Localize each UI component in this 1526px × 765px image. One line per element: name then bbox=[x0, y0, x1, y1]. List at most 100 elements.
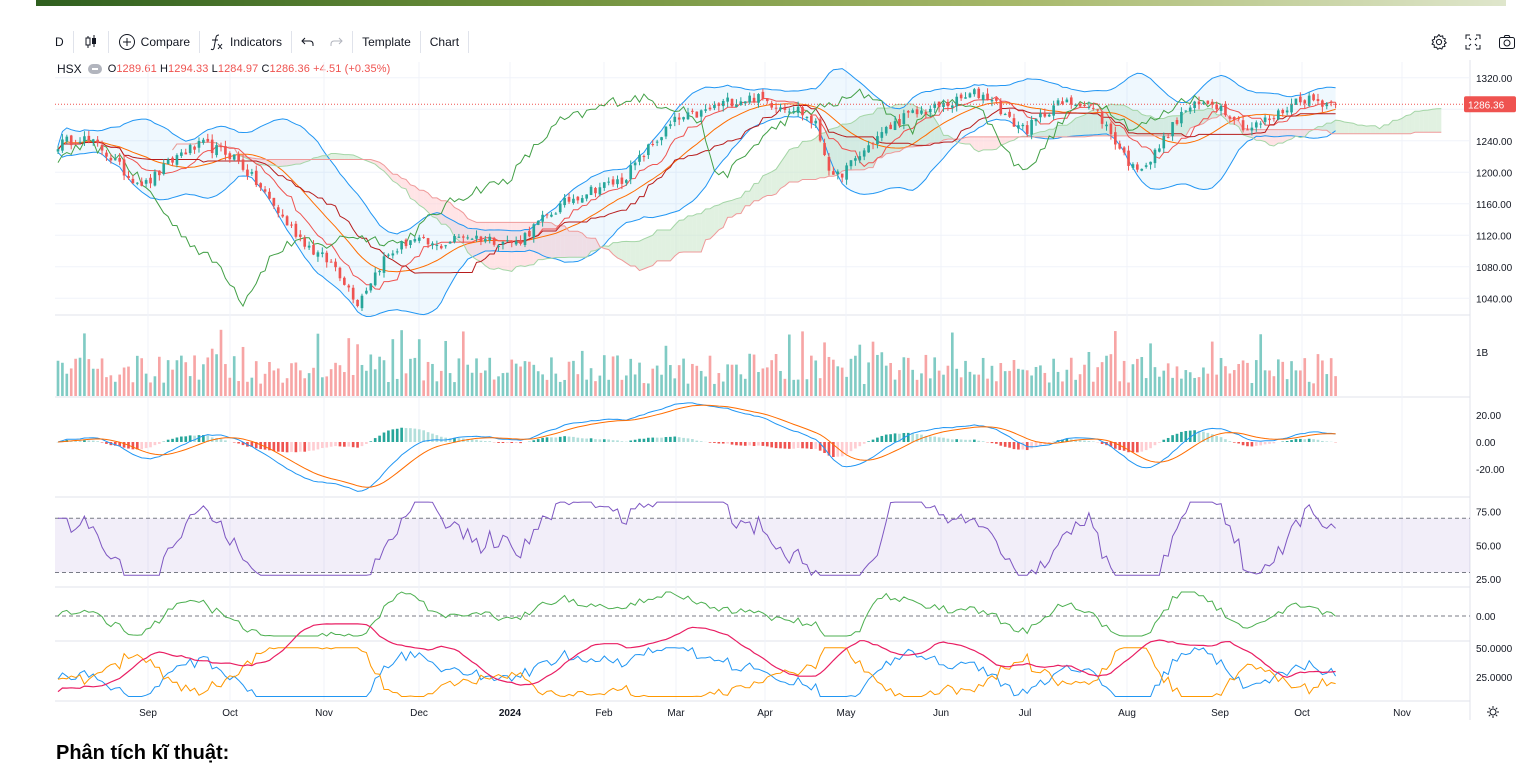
volume-bar bbox=[1066, 370, 1069, 396]
candle-body bbox=[1207, 101, 1210, 104]
ichimoku-cloud bbox=[772, 169, 776, 195]
volume-bar bbox=[383, 360, 386, 396]
volume-bar bbox=[167, 360, 170, 396]
volume-bar bbox=[603, 355, 606, 396]
candle-body bbox=[255, 171, 258, 185]
candle-body bbox=[400, 241, 403, 249]
price-tick-label: 1320.00 bbox=[1476, 74, 1513, 85]
macd-histogram-bar bbox=[220, 439, 223, 442]
candle-body bbox=[541, 215, 544, 222]
candle-body bbox=[1158, 148, 1161, 151]
macd-histogram-bar bbox=[638, 439, 641, 442]
macd-histogram-bar bbox=[894, 433, 897, 442]
candle-body bbox=[960, 95, 963, 99]
volume-bar bbox=[942, 375, 945, 396]
macd-histogram-bar bbox=[140, 442, 143, 449]
macd-histogram-bar bbox=[841, 442, 844, 456]
volume-bar bbox=[532, 365, 535, 396]
volume-bar bbox=[211, 349, 214, 396]
candle-body bbox=[973, 89, 976, 94]
ichimoku-cloud bbox=[728, 200, 732, 217]
macd-histogram-bar bbox=[308, 442, 311, 451]
volume-bar bbox=[810, 356, 813, 396]
rsi-tick-label: 75.00 bbox=[1476, 508, 1501, 519]
volume-bar bbox=[444, 341, 447, 396]
volume-bar bbox=[1281, 362, 1284, 396]
macd-histogram-bar bbox=[695, 441, 698, 442]
ichimoku-cloud bbox=[1433, 109, 1437, 133]
candle-body bbox=[281, 215, 284, 217]
volume-bar bbox=[369, 354, 372, 396]
candle-body bbox=[449, 242, 452, 244]
macd-histogram-bar bbox=[79, 441, 82, 442]
volume-bar bbox=[277, 368, 280, 396]
volume-bar bbox=[1048, 382, 1051, 396]
volume-bar bbox=[237, 381, 240, 396]
volume-bar bbox=[334, 363, 337, 396]
price-tick-label: 1160.00 bbox=[1476, 200, 1512, 211]
macd-histogram-bar bbox=[947, 439, 950, 442]
volume-bar bbox=[903, 357, 906, 396]
volume-bar bbox=[246, 382, 249, 396]
candle-body bbox=[458, 237, 461, 238]
candle-body bbox=[110, 158, 113, 161]
volume-bar bbox=[836, 366, 839, 396]
macd-histogram-bar bbox=[929, 436, 932, 442]
macd-histogram-bar bbox=[361, 442, 364, 446]
macd-histogram-bar bbox=[356, 442, 359, 448]
candle-body bbox=[418, 238, 421, 241]
macd-histogram-bar bbox=[687, 438, 690, 442]
volume-bar bbox=[1101, 362, 1104, 396]
volume-bar bbox=[1105, 356, 1108, 396]
macd-histogram-bar bbox=[995, 442, 998, 444]
volume-bar bbox=[766, 367, 769, 396]
time-axis-label: Nov bbox=[1393, 708, 1411, 719]
volume-bar bbox=[1026, 370, 1029, 396]
ichimoku-cloud bbox=[1340, 121, 1344, 134]
volume-bar bbox=[524, 361, 527, 396]
volume-bar bbox=[308, 373, 311, 396]
macd-histogram-bar bbox=[277, 442, 280, 452]
volume-bar bbox=[79, 358, 82, 396]
candle-body bbox=[409, 240, 412, 245]
candle-body bbox=[154, 172, 157, 186]
candle-body bbox=[383, 256, 386, 273]
dmi-tick-label: 25.0000 bbox=[1476, 673, 1513, 684]
volume-bar bbox=[1224, 366, 1227, 396]
volume-bar bbox=[96, 369, 99, 396]
volume-bar bbox=[1110, 354, 1113, 396]
volume-bar bbox=[568, 362, 571, 396]
candle-body bbox=[581, 198, 584, 202]
macd-histogram-bar bbox=[295, 442, 298, 452]
volume-bar bbox=[748, 354, 751, 396]
candle-body bbox=[198, 141, 201, 148]
candle-body bbox=[1096, 109, 1099, 110]
candle-body bbox=[515, 241, 518, 244]
axis-settings-icon[interactable] bbox=[1487, 706, 1499, 718]
chart-canvas[interactable]: 1286.361320.001240.001200.001160.001120.… bbox=[0, 0, 1526, 740]
section-heading: Phân tích kĩ thuật: bbox=[56, 742, 229, 765]
candle-body bbox=[343, 278, 346, 285]
candle-body bbox=[1295, 99, 1298, 105]
candle-body bbox=[647, 144, 650, 155]
volume-bar bbox=[881, 352, 884, 396]
candle-body bbox=[757, 94, 760, 103]
macd-histogram-bar bbox=[991, 442, 994, 443]
volume-bar bbox=[1229, 373, 1232, 396]
volume-bar bbox=[268, 362, 271, 396]
candle-body bbox=[396, 251, 399, 252]
volume-bar bbox=[718, 373, 721, 396]
volume-bar bbox=[453, 382, 456, 396]
volume-bar bbox=[193, 355, 196, 396]
volume-bar bbox=[1118, 381, 1121, 396]
volume-bar bbox=[475, 358, 478, 396]
volume-bar bbox=[1083, 365, 1086, 396]
candle-body bbox=[251, 172, 254, 174]
candle-body bbox=[885, 127, 888, 133]
macd-histogram-bar bbox=[788, 442, 791, 449]
macd-histogram-bar bbox=[647, 438, 650, 442]
macd-histogram-bar bbox=[1242, 442, 1245, 445]
dmi-plus-line bbox=[58, 648, 1336, 697]
candle-body bbox=[942, 103, 945, 107]
candle-body bbox=[594, 188, 597, 193]
